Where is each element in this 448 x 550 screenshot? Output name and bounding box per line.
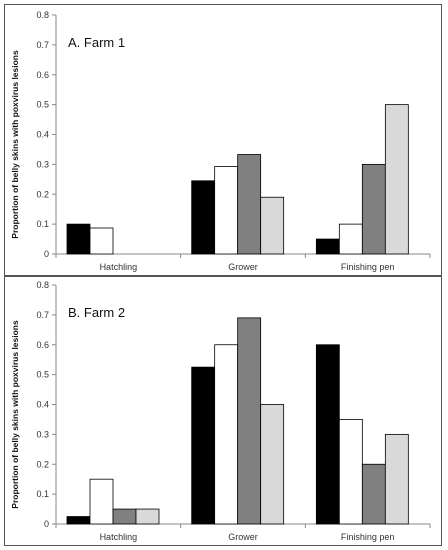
panel-a-bar <box>214 166 239 255</box>
panel-b-y-tick-label: 0 <box>44 519 49 529</box>
panel-b-frame <box>4 276 442 546</box>
panel-b-bar <box>191 366 216 525</box>
panel-b-y-tick-label: 0.2 <box>36 459 49 469</box>
panel-b-x-tick-label: Finishing pen <box>341 532 395 542</box>
panel-b-bar <box>315 344 340 525</box>
panel-a-title: A. Farm 1 <box>68 35 125 50</box>
panel-b-bar <box>112 508 137 525</box>
panel-b-bar <box>260 404 285 525</box>
panel-a-y-tick-label: 0.3 <box>36 159 49 169</box>
panel-b-bar <box>66 516 91 525</box>
panel-a-x-tick-label: Grower <box>228 262 258 272</box>
panel-a-y-tick-label: 0.6 <box>36 70 49 80</box>
panel-b-bar <box>237 317 262 525</box>
panel-b-y-tick-label: 0.8 <box>36 280 49 290</box>
panel-a-chart: 0 0.1 0.2 0.3 0.4 0.5 0.6 0.7 0.8 Hatchling Grower… <box>10 10 431 272</box>
panel-a-y-tick-label: 0.8 <box>36 10 49 20</box>
panel-a-bar <box>89 227 114 255</box>
panel-a-bar <box>237 154 262 255</box>
panel-a-bar <box>260 196 285 255</box>
panel-b-bar <box>89 478 114 525</box>
panel-a-frame <box>4 4 442 276</box>
panel-a-bar <box>361 163 386 255</box>
panel-a-x-tick-label: Finishing pen <box>341 262 395 272</box>
panel-b-bar <box>338 419 363 525</box>
panel-b-bar <box>214 344 239 525</box>
panel-a-bar <box>66 223 91 255</box>
panel-b-chart: 0 0.1 0.2 0.3 0.4 0.5 0.6 0.7 0.8 Hatchling Grower… <box>10 280 431 542</box>
panel-a-bar <box>384 104 409 255</box>
panel-b-y-tick-label: 0.6 <box>36 340 49 350</box>
panel-a-bar <box>338 223 363 255</box>
panel-b-y-tick-label: 0.7 <box>36 310 49 320</box>
panel-b-title: B. Farm 2 <box>68 305 125 320</box>
panel-b-bar <box>135 508 160 525</box>
panel-a-bar <box>315 238 340 255</box>
panel-b-y-tick-label: 0.4 <box>36 400 49 410</box>
panel-b-bar <box>361 463 386 525</box>
panel-b-y-tick-label: 0.5 <box>36 370 49 380</box>
panel-a-y-tick-label: 0.4 <box>36 130 49 140</box>
panel-b-x-tick-label: Hatchling <box>100 532 138 542</box>
panel-a-y-tick-label: 0 <box>44 249 49 259</box>
panel-a-y-tick-label: 0.1 <box>36 219 49 229</box>
panel-b-y-axis-title: Proportion of belly skins with poxvirus … <box>10 320 20 509</box>
panel-a-bar <box>191 180 216 255</box>
panel-b-y-tick-label: 0.3 <box>36 429 49 439</box>
panel-a-y-tick-label: 0.5 <box>36 100 49 110</box>
panel-a-x-tick-label: Hatchling <box>100 262 138 272</box>
panel-a-y-tick-label: 0.7 <box>36 40 49 50</box>
panel-b-x-tick-label: Grower <box>228 532 258 542</box>
panel-b-y-tick-label: 0.1 <box>36 489 49 499</box>
panel-a-y-axis-title: Proportion of belly skins with poxvirus … <box>10 50 20 239</box>
panel-b-bar <box>384 433 409 525</box>
panel-a-y-tick-label: 0.2 <box>36 189 49 199</box>
